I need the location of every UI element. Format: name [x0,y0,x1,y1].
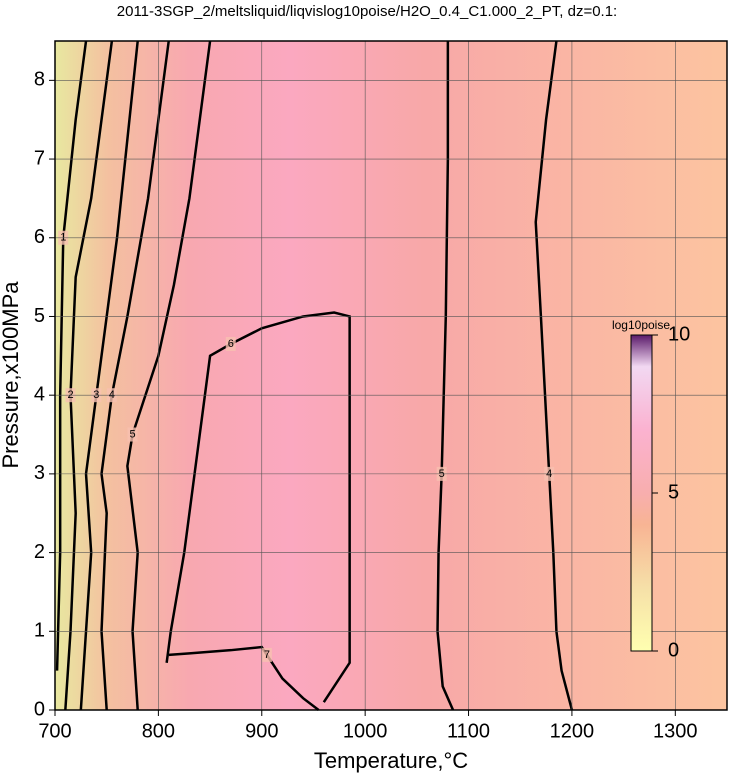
x-tick-label: 900 [245,720,278,742]
contour-line [100,40,170,711]
contour-label: 6 [228,338,234,350]
x-tick-label: 1300 [653,720,698,742]
x-tick-label: 1100 [447,720,490,742]
plot-frame [54,40,728,711]
x-axis-label: Temperature,°C [314,748,468,773]
y-axis-label: Pressure,x100MPa [0,281,23,469]
plot-background [55,41,727,710]
x-tick-label: 1200 [550,720,595,742]
y-tick-label: 2 [34,541,45,563]
y-tick-label: 3 [34,462,45,484]
colorbar-tick-label: 0 [668,639,679,661]
chart-title: 2011-3SGP_2/meltsliquid/liqvislog10poise… [117,3,617,20]
colorbar-tick-label: 5 [668,481,679,503]
contour-label-bg [261,647,272,662]
y-tick-label: 0 [34,698,45,720]
x-tick-label: 700 [38,720,71,742]
contour-line [436,41,455,711]
y-tick-label: 1 [34,620,45,642]
contour-label-bg [127,427,138,442]
colorbar-tick-label: 10 [668,323,690,345]
y-tick-label: 7 [34,147,45,169]
y-tick-label: 8 [34,69,45,91]
y-tick-label: 4 [34,383,45,405]
y-tick-label: 6 [34,226,45,248]
x-tick-label: 800 [142,720,175,742]
contour-label-bg [225,337,236,352]
contour-label: 7 [264,649,270,661]
contour-label: 5 [129,428,135,440]
colorbar-title: log10poise [612,318,670,332]
contour-line [165,311,351,703]
x-tick-label: 1000 [343,720,388,742]
contour-line [79,40,139,711]
y-tick-label: 5 [34,305,45,327]
colorbar [630,334,653,652]
